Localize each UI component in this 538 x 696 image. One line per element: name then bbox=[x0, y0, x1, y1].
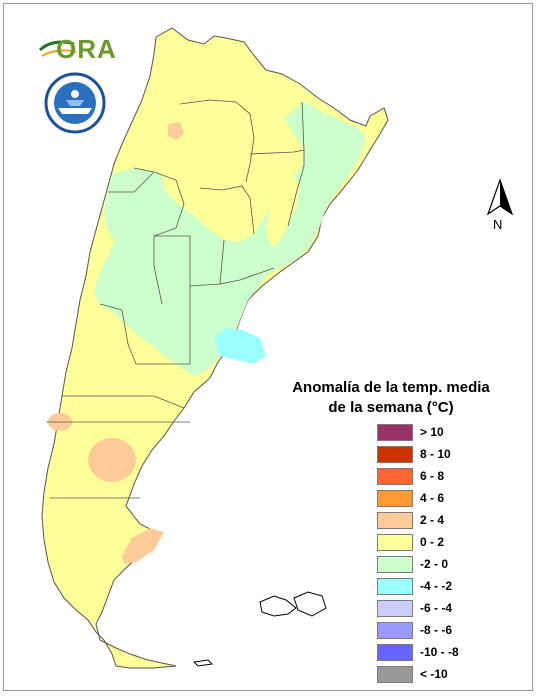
malvinas-islands bbox=[259, 591, 327, 617]
zone-warm-northwest bbox=[160, 100, 272, 242]
legend-label: 0 - 2 bbox=[420, 535, 445, 549]
zone-hot-patagonia bbox=[88, 438, 136, 482]
smn-emblem bbox=[44, 72, 106, 134]
legend-swatch bbox=[377, 534, 413, 551]
legend-swatch bbox=[377, 622, 413, 639]
legend-label: 4 - 6 bbox=[420, 491, 445, 505]
legend-title: Anomalía de la temp. media de la semana … bbox=[290, 378, 492, 418]
legend-title-line-1: Anomalía de la temp. media bbox=[292, 379, 490, 396]
legend-swatch bbox=[377, 644, 413, 661]
legend-title-line-2: de la semana (°C) bbox=[328, 399, 454, 416]
ora-logo-text: ORA bbox=[56, 34, 117, 64]
legend-label: > 10 bbox=[420, 425, 444, 439]
map-frame: ORA N Anomalía de la temp. media de la s… bbox=[3, 3, 533, 691]
legend-swatch bbox=[377, 490, 413, 507]
legend-label: -10 - -8 bbox=[420, 645, 459, 659]
legend-swatch bbox=[377, 446, 413, 463]
legend-swatch bbox=[377, 512, 413, 529]
legend-swatch bbox=[377, 578, 413, 595]
zone-warm-east bbox=[266, 170, 300, 248]
argentina-map bbox=[41, 27, 389, 669]
legend-label: -4 - -2 bbox=[420, 579, 453, 593]
legend-label: -8 - -6 bbox=[420, 623, 453, 637]
ora-logo-icon bbox=[38, 40, 77, 57]
zone-cold-spot bbox=[214, 328, 266, 364]
legend-label: -6 - -4 bbox=[420, 601, 453, 615]
isla-de-los-estados bbox=[192, 659, 214, 667]
zone-hot-southeast bbox=[122, 528, 164, 564]
legend-swatch bbox=[377, 424, 413, 441]
smn-emblem-icon bbox=[44, 72, 106, 134]
legend-label: 8 - 10 bbox=[420, 447, 451, 461]
north-arrow-icon bbox=[486, 178, 514, 216]
legend-swatch bbox=[377, 556, 413, 573]
zone-hot-north bbox=[168, 122, 184, 140]
legend-label: < -10 bbox=[420, 667, 448, 681]
legend-label: 2 - 4 bbox=[420, 513, 445, 527]
province-borders bbox=[46, 99, 305, 499]
legend-swatch bbox=[377, 600, 413, 617]
legend-swatch bbox=[377, 468, 413, 485]
ora-logo: ORA bbox=[38, 32, 116, 66]
legend-label: 6 - 8 bbox=[420, 469, 445, 483]
legend-label: -2 - 0 bbox=[420, 557, 449, 571]
north-letter: N bbox=[493, 217, 503, 232]
legend-swatch bbox=[377, 666, 413, 683]
